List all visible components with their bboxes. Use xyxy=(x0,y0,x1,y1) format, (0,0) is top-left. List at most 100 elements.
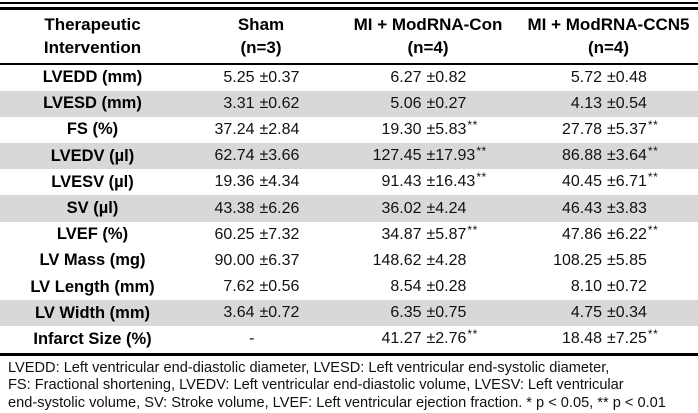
value-mean: 8.54 xyxy=(390,278,422,296)
footnote-line: FS: Fractional shortening, LVEDV: Left v… xyxy=(8,377,624,394)
value-cell-sham: 19.36 ±4.34 xyxy=(185,173,337,191)
value-mean: 27.78 xyxy=(561,120,602,138)
value-mean: 4.75 xyxy=(570,304,602,322)
table-row: Infarct Size (%) - 41.27 ±2.76** 18.48 ±7.… xyxy=(0,326,698,352)
table-footnote: LVEDD: Left ventricular end-diastolic di… xyxy=(0,356,698,413)
row-label: LV Mass (mg) xyxy=(39,251,146,270)
value-cell-modrna-con: 6.35 ±0.75 xyxy=(337,304,519,322)
row-label: FS (%) xyxy=(66,120,119,139)
value-sd: ±4.24 xyxy=(426,199,467,217)
significance-marker: ** xyxy=(476,170,487,185)
top-hairline-rule xyxy=(0,2,698,4)
value-mean: 5.06 xyxy=(390,94,422,112)
value-cell-modrna-con: 127.45 ±17.93** xyxy=(337,144,519,165)
table-row: LVESV (µl) 19.36 ±4.34 91.43 ±16.43** 40.4… xyxy=(0,169,698,195)
row-label: LVESV (µl) xyxy=(51,172,134,191)
row-label: Infarct Size (%) xyxy=(33,329,152,348)
value-cell-sham: 3.64 ±0.72 xyxy=(185,304,337,322)
significance-marker: ** xyxy=(647,327,659,342)
value-sd: ±3.66 xyxy=(259,147,300,165)
value-cell-modrna-ccn5: 46.43 ±3.83 xyxy=(519,200,698,218)
value-sd: ±0.27 xyxy=(426,94,467,112)
value-mean: 127.45 xyxy=(372,147,422,165)
value-cell-modrna-con: 6.27 ±0.82 xyxy=(337,69,519,87)
value-sd: ±6.22** xyxy=(607,222,659,243)
column-header-sham: Sham (n=3) xyxy=(185,13,337,59)
value-mean: 3.64 xyxy=(223,304,255,322)
value-mean: 6.27 xyxy=(390,68,422,86)
value-sd: ±2.76** xyxy=(426,327,478,348)
value-cell-sham: 62.74 ±3.66 xyxy=(185,147,337,165)
value-cell-modrna-ccn5: 27.78 ±5.37** xyxy=(519,118,698,139)
value-sd: ±0.75 xyxy=(426,304,467,322)
value-sd: ±2.84 xyxy=(259,120,300,138)
value-mean: 46.43 xyxy=(561,199,602,217)
value-cell-modrna-ccn5: 4.13 ±0.54 xyxy=(519,95,698,113)
table-row: LVEDV (µl) 62.74 ±3.66 127.45 ±17.93** 86.… xyxy=(0,143,698,170)
table-row: LV Width (mm) 3.64 ±0.72 6.35 ±0.75 4.75 ±0… xyxy=(0,300,698,327)
value-cell-modrna-con: 8.54 ±0.28 xyxy=(337,278,519,296)
significance-marker: ** xyxy=(467,117,478,132)
value-mean: 4.13 xyxy=(570,94,602,112)
row-label: LVEF (%) xyxy=(56,225,129,244)
value-mean: 19.30 xyxy=(381,120,422,138)
value-cell-modrna-con: 19.30 ±5.83** xyxy=(337,117,519,139)
value-sd: ±0.82 xyxy=(426,68,467,86)
value-cell-sham: - xyxy=(185,330,337,348)
value-cell-modrna-ccn5: 108.25 ±5.85 xyxy=(519,252,698,270)
value-sd: ±7.25** xyxy=(607,327,659,348)
value-sd: ±5.85 xyxy=(607,251,647,269)
row-label: LVEDD (mm) xyxy=(42,68,143,87)
column-header-mi-modrna-con: MI + ModRNA-Con (n=4) xyxy=(337,13,519,59)
value-mean: 86.88 xyxy=(561,147,602,165)
column-header-mi-modrna-ccn5: MI + ModRNA-CCN5 (n=4) xyxy=(519,13,698,59)
value-cell-sham: 43.38 ±6.26 xyxy=(185,200,337,218)
top-thick-rule xyxy=(0,6,698,10)
value-cell-modrna-ccn5: 47.86 ±6.22** xyxy=(519,222,698,244)
value-sd: ±0.48 xyxy=(607,68,647,86)
value-mean: 41.27 xyxy=(381,330,422,348)
significance-marker: ** xyxy=(467,327,478,342)
value-mean: 47.86 xyxy=(561,225,602,243)
header-group-name: MI + ModRNA-CCN5 xyxy=(527,14,690,34)
column-header-intervention: Therapeutic Intervention xyxy=(0,13,185,59)
value-mean: 5.25 xyxy=(223,68,255,86)
significance-marker: ** xyxy=(467,222,478,237)
value-mean: 43.38 xyxy=(214,199,255,217)
row-label: LVEDV (µl) xyxy=(50,146,135,165)
row-label: LV Length (mm) xyxy=(30,277,155,296)
value-sd: ±7.32 xyxy=(259,225,300,243)
footnote-line: end-systolic volume, SV: Stroke volume, … xyxy=(8,394,666,411)
header-group-n: (n=3) xyxy=(240,37,282,57)
value-sd: ±0.72 xyxy=(607,278,647,296)
value-sd: ±6.37 xyxy=(259,251,300,269)
value-mean: 18.48 xyxy=(561,330,602,348)
value-sd: ±3.64** xyxy=(607,144,659,165)
value-mean: 148.62 xyxy=(372,251,422,269)
value-mean: - xyxy=(249,330,255,348)
value-cell-modrna-ccn5: 86.88 ±3.64** xyxy=(519,144,698,165)
value-cell-modrna-con: 5.06 ±0.27 xyxy=(337,95,519,113)
value-sd: ±6.26 xyxy=(259,199,300,217)
row-label: LV Width (mm) xyxy=(34,303,151,322)
value-sd: ±0.37 xyxy=(259,68,300,86)
value-cell-modrna-con: 34.87 ±5.87** xyxy=(337,222,519,244)
value-cell-sham: 37.24 ±2.84 xyxy=(185,121,337,139)
value-sd: ±0.56 xyxy=(259,278,300,296)
value-sd: ±0.72 xyxy=(259,304,300,322)
value-mean: 37.24 xyxy=(214,120,255,138)
table-row: LVEDD (mm) 5.25 ±0.37 6.27 ±0.82 5.72 ±0.48 xyxy=(0,65,698,91)
value-sd: ±0.34 xyxy=(607,304,647,322)
table-row: LVESD (mm) 3.31 ±0.62 5.06 ±0.27 4.13 ±0.54 xyxy=(0,90,698,117)
value-cell-sham: 90.00 ±6.37 xyxy=(185,252,337,270)
table-row: LVEF (%) 60.25 ±7.32 34.87 ±5.87** 47.86 ±6… xyxy=(0,222,698,248)
value-mean: 5.72 xyxy=(570,68,602,86)
value-sd: ±17.93** xyxy=(426,144,487,165)
value-cell-modrna-ccn5: 5.72 ±0.48 xyxy=(519,69,698,87)
table-bottom-rule xyxy=(0,352,698,356)
header-group-n: (n=4) xyxy=(407,37,449,57)
table-header-row: Therapeutic Intervention Sham (n=3) MI +… xyxy=(0,10,698,63)
value-mean: 40.45 xyxy=(561,173,602,191)
table-row: LV Mass (mg) 90.00 ±6.37 148.62 ±4.28 108.… xyxy=(0,248,698,274)
value-cell-modrna-con: 36.02 ±4.24 xyxy=(337,200,519,218)
